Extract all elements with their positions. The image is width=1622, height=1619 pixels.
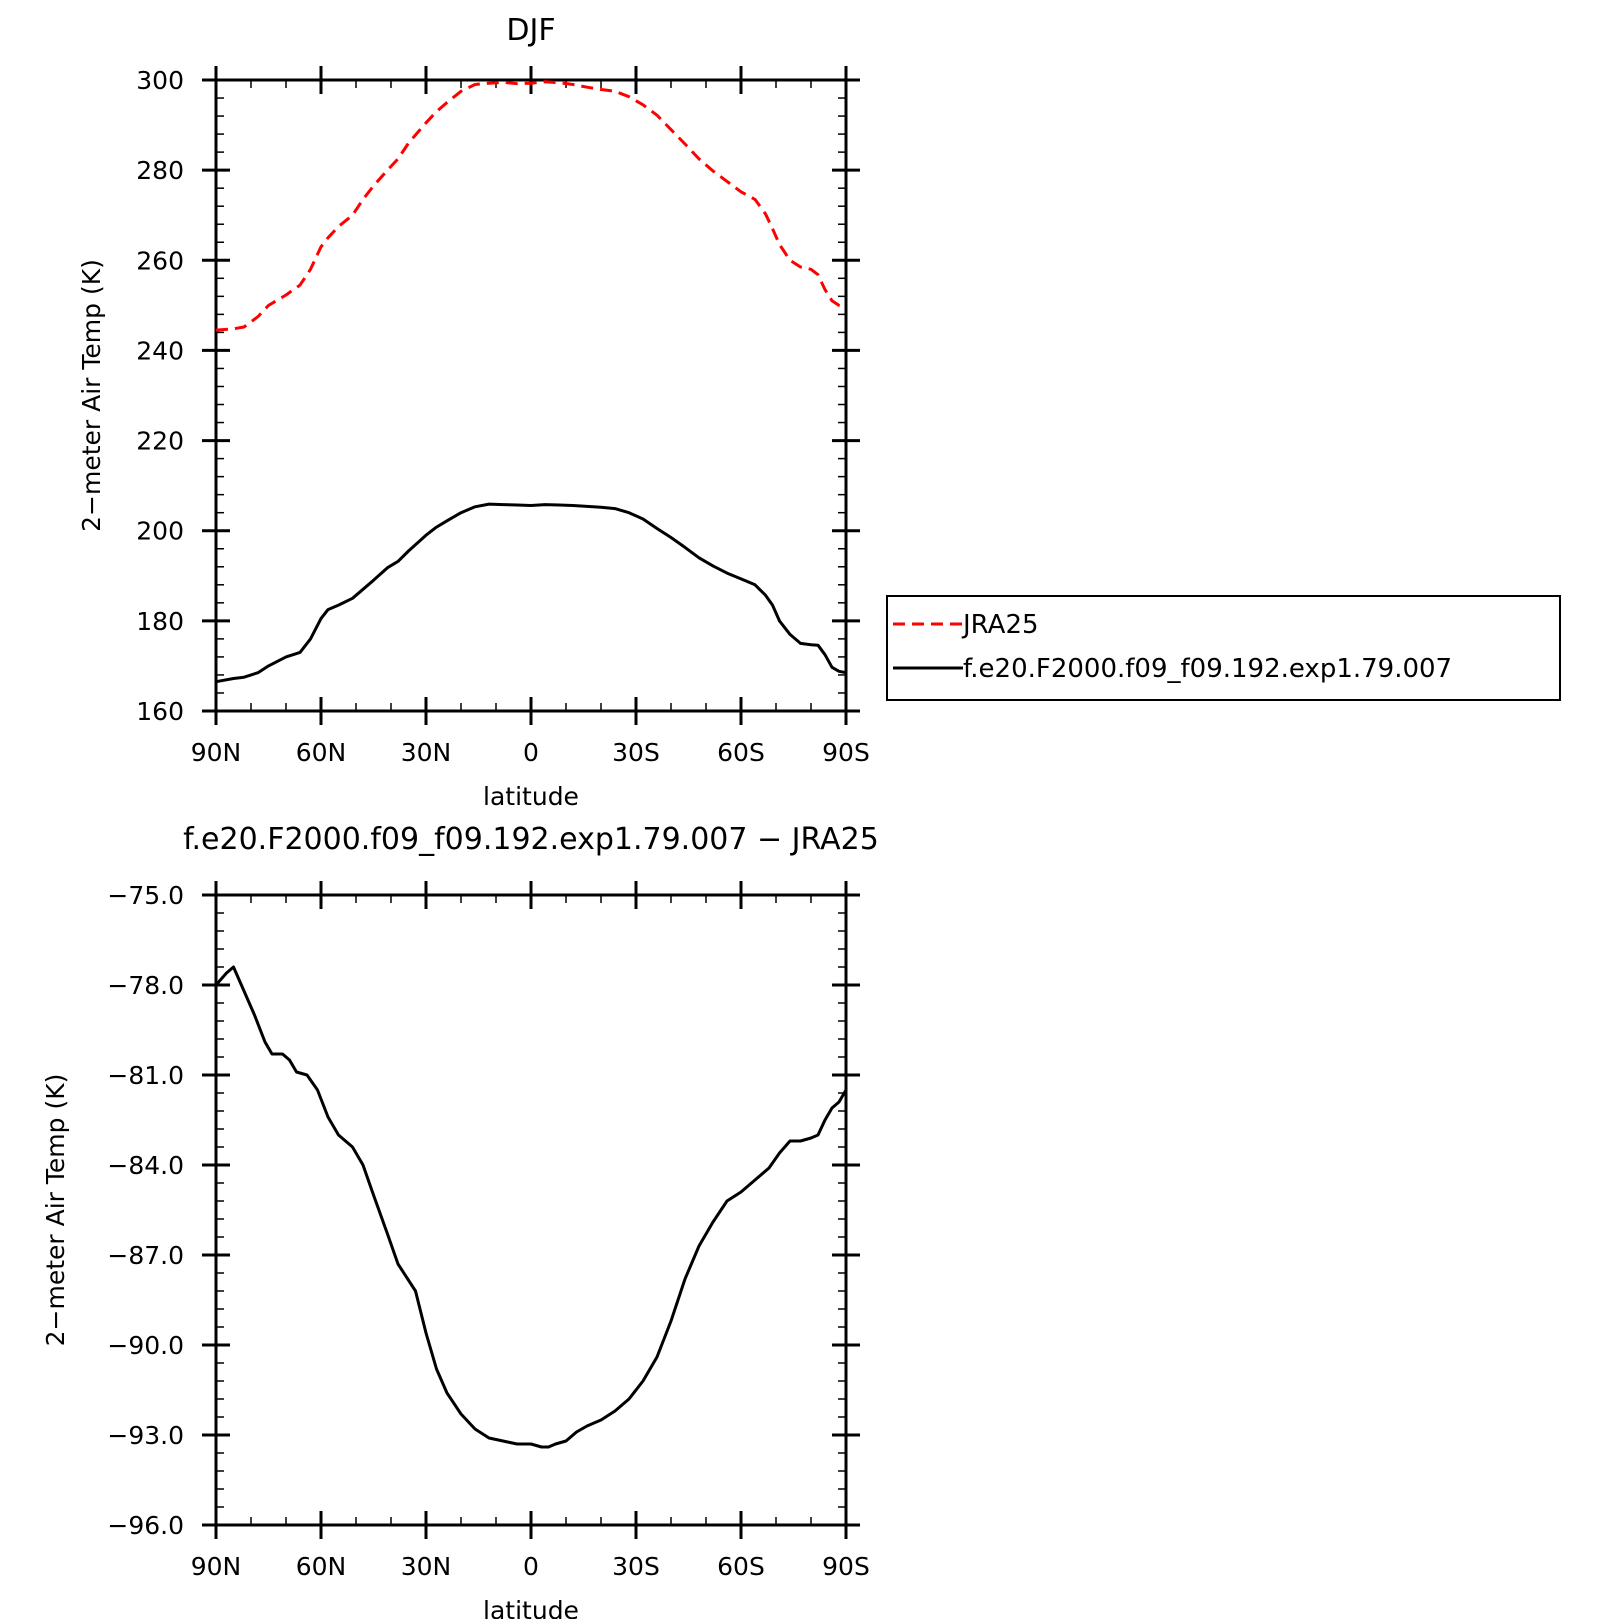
x-tick-label: 30N [401,1552,452,1581]
series-line-0 [214,965,848,1449]
y-tick-label: 300 [136,66,184,95]
y-tick-label: 260 [136,246,184,275]
x-tick-label: 30S [612,1552,660,1581]
y-tick-label: −96.0 [107,1511,184,1540]
y-tick-label: 240 [136,336,184,365]
y-axis-label: 2−meter Air Temp (K) [41,1074,70,1347]
bottom-panel-difference: f.e20.F2000.f09_f09.192.exp1.79.007 − JR… [41,822,879,1619]
y-tick-label: 180 [136,607,184,636]
y-axis-label: 2−meter Air Temp (K) [77,259,106,532]
x-tick-label: 90N [191,738,242,767]
y-tick-label: −84.0 [107,1151,184,1180]
y-tick-label: 160 [136,697,184,726]
y-tick-label: 280 [136,156,184,185]
x-tick-label: 90S [822,738,870,767]
y-tick-label: −81.0 [107,1061,184,1090]
plot-frame [214,893,848,1527]
y-tick-label: 220 [136,427,184,456]
x-tick-label: 30N [401,738,452,767]
legend: JRA25 f.e20.F2000.f09_f09.192.exp1.79.007 [886,595,1561,701]
legend-entry: f.e20.F2000.f09_f09.192.exp1.79.007 [963,654,1452,684]
x-tick-label: 0 [523,738,539,767]
chart-title: DJF [506,13,555,48]
x-tick-label: 60S [717,1552,765,1581]
series-line-1 [215,502,847,684]
y-tick-label: −90.0 [107,1331,184,1360]
y-tick-label: −78.0 [107,971,184,1000]
x-tick-label: 90N [191,1552,242,1581]
y-tick-label: −75.0 [107,881,184,910]
y-tick-label: −87.0 [107,1241,184,1270]
x-tick-label: 60S [717,738,765,767]
x-tick-label: 0 [523,1552,539,1581]
y-tick-label: −93.0 [107,1421,184,1450]
x-axis-label: latitude [483,1596,579,1619]
x-tick-label: 90S [822,1552,870,1581]
series-line-0 [215,80,847,332]
chart-title: f.e20.F2000.f09_f09.192.exp1.79.007 − JR… [183,822,879,857]
y-tick-label: 200 [136,517,184,546]
plot-frame [214,78,848,713]
x-tick-label: 60N [296,738,347,767]
top-panel-djf: DJF 160 180 200 220 240 260 280 300 90N 60N 30N 0 30S… [77,13,1561,811]
x-tick-label: 30S [612,738,660,767]
legend-entry: JRA25 [961,610,1039,640]
legend-box [886,595,1561,701]
x-axis-label: latitude [483,782,579,811]
x-tick-label: 60N [296,1552,347,1581]
